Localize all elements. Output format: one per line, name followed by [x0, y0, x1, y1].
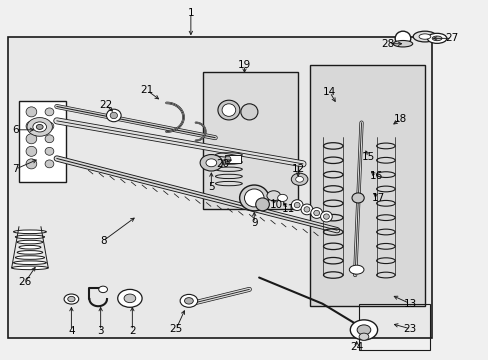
Text: 9: 9 — [250, 218, 257, 228]
Circle shape — [295, 176, 303, 182]
Circle shape — [118, 289, 142, 307]
Bar — [8, 37, 431, 338]
Text: 3: 3 — [97, 325, 104, 336]
Text: 18: 18 — [393, 114, 407, 124]
Bar — [19, 101, 65, 182]
Ellipse shape — [106, 109, 121, 122]
Text: 2: 2 — [129, 325, 135, 336]
Ellipse shape — [320, 211, 331, 222]
Ellipse shape — [418, 34, 430, 39]
Ellipse shape — [26, 146, 37, 156]
Text: 4: 4 — [68, 325, 75, 336]
Ellipse shape — [241, 104, 257, 120]
Circle shape — [205, 159, 216, 167]
Ellipse shape — [19, 246, 41, 249]
Ellipse shape — [294, 202, 300, 208]
Circle shape — [99, 286, 107, 293]
Ellipse shape — [17, 251, 42, 254]
Circle shape — [36, 125, 43, 130]
Ellipse shape — [14, 230, 46, 234]
Circle shape — [277, 194, 287, 202]
Ellipse shape — [26, 159, 37, 169]
Ellipse shape — [26, 107, 37, 117]
Ellipse shape — [45, 135, 54, 143]
Ellipse shape — [394, 31, 410, 45]
Ellipse shape — [17, 240, 42, 244]
Text: 20: 20 — [216, 159, 229, 169]
Ellipse shape — [351, 193, 364, 203]
Ellipse shape — [45, 147, 54, 155]
Text: 16: 16 — [369, 171, 382, 181]
Text: 11: 11 — [281, 204, 294, 214]
Ellipse shape — [431, 36, 441, 41]
Text: 17: 17 — [371, 193, 385, 203]
Text: 15: 15 — [362, 152, 375, 162]
Ellipse shape — [68, 296, 75, 302]
Ellipse shape — [255, 198, 269, 211]
Text: 1: 1 — [187, 8, 194, 18]
Circle shape — [266, 191, 280, 201]
Circle shape — [180, 294, 197, 307]
Text: 22: 22 — [99, 100, 112, 110]
Text: 25: 25 — [169, 324, 183, 334]
Text: 23: 23 — [403, 324, 416, 334]
Text: 5: 5 — [207, 182, 214, 192]
Ellipse shape — [222, 104, 235, 116]
Bar — [310, 65, 424, 306]
Circle shape — [291, 173, 307, 185]
Text: 19: 19 — [237, 60, 251, 70]
Text: 8: 8 — [100, 236, 106, 246]
Text: 26: 26 — [19, 277, 32, 287]
Ellipse shape — [244, 189, 264, 207]
Ellipse shape — [301, 204, 312, 215]
Ellipse shape — [313, 210, 319, 216]
Ellipse shape — [218, 100, 240, 120]
Ellipse shape — [64, 294, 79, 304]
Text: 13: 13 — [403, 299, 416, 309]
Circle shape — [124, 294, 136, 303]
Ellipse shape — [110, 112, 117, 119]
Ellipse shape — [45, 108, 54, 116]
Ellipse shape — [310, 208, 322, 219]
Ellipse shape — [45, 122, 54, 130]
Circle shape — [358, 333, 368, 340]
Ellipse shape — [14, 261, 46, 265]
Text: 6: 6 — [12, 125, 19, 135]
Circle shape — [184, 298, 193, 304]
Ellipse shape — [427, 33, 446, 43]
Circle shape — [27, 118, 52, 136]
Text: 12: 12 — [291, 164, 304, 174]
Ellipse shape — [12, 266, 48, 270]
Bar — [203, 72, 298, 209]
Ellipse shape — [392, 41, 412, 47]
Ellipse shape — [291, 200, 303, 211]
Ellipse shape — [26, 134, 37, 144]
Text: 24: 24 — [349, 342, 363, 352]
Ellipse shape — [323, 214, 329, 219]
Ellipse shape — [15, 256, 44, 259]
Ellipse shape — [412, 31, 436, 42]
Ellipse shape — [348, 265, 363, 274]
Ellipse shape — [26, 121, 37, 131]
Bar — [224, 155, 240, 163]
Text: 27: 27 — [444, 33, 457, 43]
Text: 28: 28 — [381, 39, 394, 49]
Ellipse shape — [45, 160, 54, 168]
Ellipse shape — [239, 185, 268, 211]
Text: 10: 10 — [269, 200, 282, 210]
Bar — [358, 304, 429, 350]
Circle shape — [349, 320, 377, 340]
Text: 14: 14 — [323, 87, 336, 97]
Circle shape — [200, 154, 222, 171]
Text: 21: 21 — [140, 85, 153, 95]
Circle shape — [356, 325, 370, 335]
Text: 7: 7 — [12, 164, 19, 174]
Ellipse shape — [304, 207, 309, 212]
Ellipse shape — [15, 235, 44, 239]
Ellipse shape — [224, 156, 230, 162]
Circle shape — [33, 122, 46, 132]
